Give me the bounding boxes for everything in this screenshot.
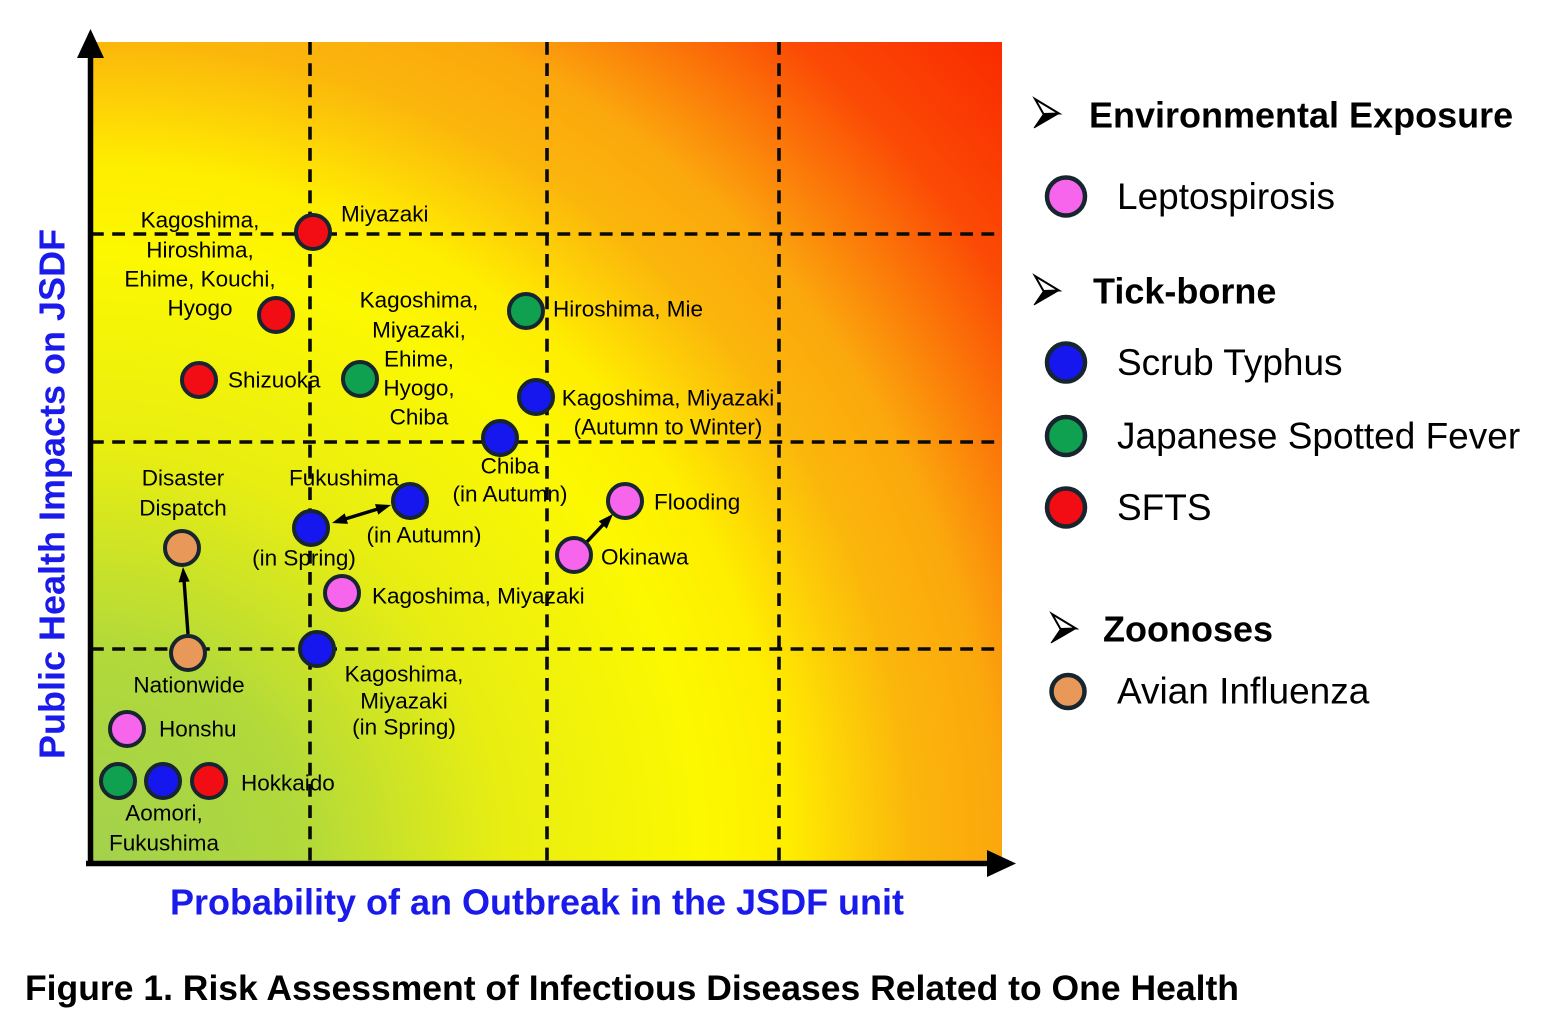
svg-text:Fukushima: Fukushima bbox=[289, 466, 400, 491]
svg-text:Tick-borne: Tick-borne bbox=[1093, 271, 1276, 312]
svg-text:Aomori,: Aomori, bbox=[125, 801, 203, 826]
svg-text:Fukushima: Fukushima bbox=[109, 831, 220, 856]
svg-text:Flooding: Flooding bbox=[654, 490, 740, 515]
svg-text:Probability of an Outbreak in: Probability of an Outbreak in the JSDF u… bbox=[170, 882, 904, 923]
svg-text:Hyogo: Hyogo bbox=[167, 296, 232, 321]
svg-text:Chiba: Chiba bbox=[390, 405, 449, 430]
svg-text:(in Spring): (in Spring) bbox=[252, 546, 356, 571]
svg-text:Nationwide: Nationwide bbox=[133, 673, 244, 698]
svg-text:Kagoshima, Miyazaki: Kagoshima, Miyazaki bbox=[372, 584, 585, 609]
svg-text:Honshu: Honshu bbox=[159, 717, 237, 742]
svg-text:(in Spring): (in Spring) bbox=[352, 715, 456, 740]
svg-text:Kagoshima,: Kagoshima, bbox=[345, 662, 464, 687]
svg-text:Kagoshima, Miyazaki: Kagoshima, Miyazaki bbox=[562, 386, 775, 411]
svg-text:(in Autumn): (in Autumn) bbox=[452, 482, 567, 507]
svg-text:Ehime,: Ehime, bbox=[384, 347, 454, 372]
svg-text:Kagoshima,: Kagoshima, bbox=[141, 208, 260, 233]
svg-text:Japanese Spotted Fever: Japanese Spotted Fever bbox=[1117, 416, 1520, 457]
svg-text:SFTS: SFTS bbox=[1117, 487, 1212, 528]
svg-text:Chiba: Chiba bbox=[481, 454, 540, 479]
svg-text:Miyazaki: Miyazaki bbox=[341, 202, 429, 227]
svg-text:Figure 1. Risk Assessment of I: Figure 1. Risk Assessment of Infectious … bbox=[25, 968, 1239, 1008]
svg-text:(in Autumn): (in Autumn) bbox=[366, 523, 481, 548]
svg-text:Miyazaki: Miyazaki bbox=[360, 689, 448, 714]
svg-text:Hokkaido: Hokkaido bbox=[241, 771, 335, 796]
svg-text:Disaster: Disaster bbox=[142, 466, 225, 491]
svg-text:Miyazaki,: Miyazaki, bbox=[372, 318, 466, 343]
svg-text:Kagoshima,: Kagoshima, bbox=[360, 288, 479, 313]
svg-text:Shizuoka: Shizuoka bbox=[228, 368, 321, 393]
svg-text:Avian Influenza: Avian Influenza bbox=[1117, 671, 1370, 712]
svg-text:Zoonoses: Zoonoses bbox=[1103, 609, 1273, 650]
svg-text:Leptospirosis: Leptospirosis bbox=[1117, 176, 1335, 217]
svg-text:Okinawa: Okinawa bbox=[601, 545, 689, 570]
svg-text:Ehime, Kouchi,: Ehime, Kouchi, bbox=[124, 267, 275, 292]
svg-text:Environmental Exposure: Environmental Exposure bbox=[1089, 95, 1513, 136]
svg-text:Hiroshima, Mie: Hiroshima, Mie bbox=[553, 297, 703, 322]
svg-text:Hyogo,: Hyogo, bbox=[383, 376, 454, 401]
svg-text:(Autumn to Winter): (Autumn to Winter) bbox=[574, 415, 763, 440]
svg-text:Scrub Typhus: Scrub Typhus bbox=[1117, 342, 1343, 383]
svg-text:Hiroshima,: Hiroshima, bbox=[146, 238, 254, 263]
svg-text:Dispatch: Dispatch bbox=[139, 496, 227, 521]
svg-text:Public Health Impacts on JSDF: Public Health Impacts on JSDF bbox=[32, 229, 73, 759]
